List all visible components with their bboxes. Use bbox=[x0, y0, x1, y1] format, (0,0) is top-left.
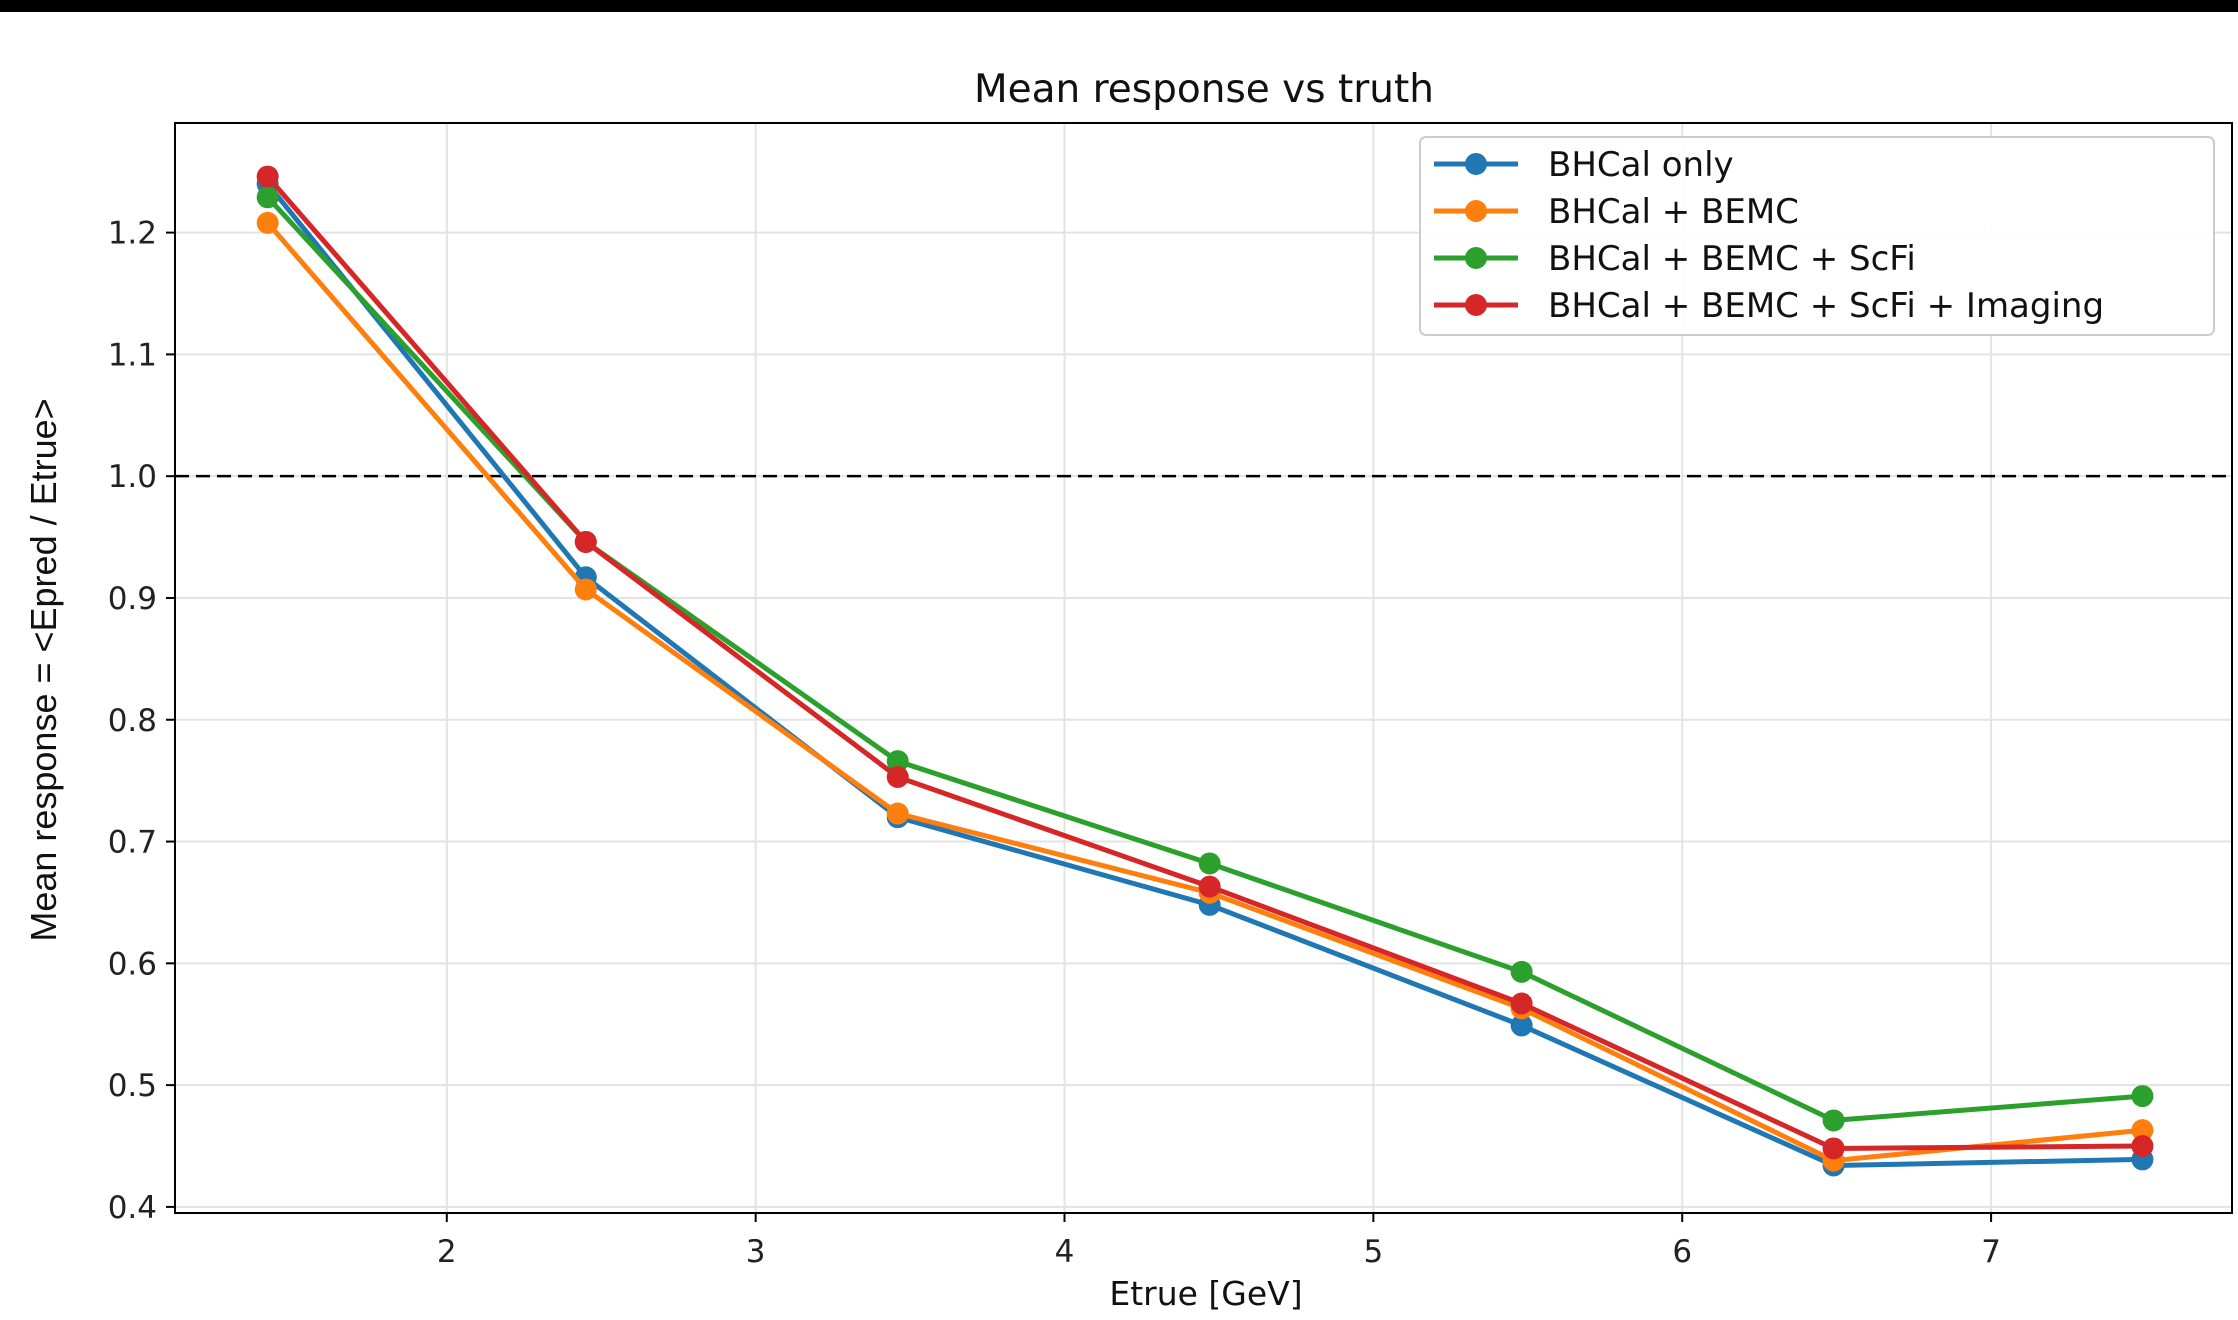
chart-title: Mean response vs truth bbox=[974, 67, 1434, 112]
series-layer bbox=[256, 165, 2154, 1177]
legend-swatch-marker bbox=[1465, 200, 1487, 222]
x-tick-label: 4 bbox=[1055, 1234, 1075, 1270]
data-point bbox=[256, 211, 279, 234]
data-point bbox=[1822, 1137, 1845, 1160]
legend-swatch-marker bbox=[1465, 247, 1487, 269]
legend-label: BHCal only bbox=[1548, 145, 1734, 185]
data-point bbox=[574, 530, 597, 553]
series-4 bbox=[256, 165, 2154, 1160]
legend-label: BHCal + BEMC bbox=[1548, 192, 1799, 232]
data-point bbox=[886, 750, 909, 773]
x-tick-label: 6 bbox=[1672, 1234, 1692, 1270]
x-axis: 2 3 4 5 6 7 bbox=[437, 1213, 2001, 1270]
y-tick-label: 1.0 bbox=[108, 459, 157, 495]
y-axis: 0.4 0.5 0.6 0.7 0.8 0.9 1.0 1.1 1.2 bbox=[108, 216, 175, 1226]
series-2 bbox=[256, 211, 2154, 1172]
y-axis-label: Mean response = <Epred / Etrue> bbox=[23, 398, 64, 941]
y-tick-label: 0.5 bbox=[108, 1068, 157, 1104]
x-axis-label: Etrue [GeV] bbox=[1109, 1274, 1302, 1313]
x-tick-label: 2 bbox=[437, 1234, 457, 1270]
y-tick-label: 1.1 bbox=[108, 337, 157, 373]
top-border-bar bbox=[0, 0, 2238, 12]
y-tick-label: 0.9 bbox=[108, 581, 157, 617]
x-tick-label: 7 bbox=[1981, 1234, 2001, 1270]
data-point bbox=[1510, 960, 1533, 983]
legend-swatch-marker bbox=[1465, 153, 1487, 175]
legend-label: BHCal + BEMC + ScFi + Imaging bbox=[1548, 286, 2104, 326]
legend-label: BHCal + BEMC + ScFi bbox=[1548, 239, 1916, 279]
series-line bbox=[265, 220, 2145, 1164]
x-tick-label: 5 bbox=[1364, 1234, 1384, 1270]
data-point bbox=[2131, 1119, 2154, 1142]
data-point bbox=[1822, 1109, 1845, 1132]
legend-item: BHCal only bbox=[1434, 145, 1734, 185]
data-point bbox=[256, 186, 279, 209]
y-tick-label: 1.2 bbox=[108, 216, 157, 252]
data-point bbox=[1510, 992, 1533, 1015]
data-point bbox=[2131, 1085, 2154, 1108]
x-tick-label: 3 bbox=[746, 1234, 766, 1270]
data-point bbox=[256, 165, 279, 188]
data-point bbox=[574, 578, 597, 601]
plot-frame bbox=[174, 122, 2233, 1214]
legend: BHCal only BHCal + BEMC BHCal + BEMC + ScF… bbox=[1419, 136, 2215, 336]
y-tick-label: 0.6 bbox=[108, 946, 157, 982]
data-point bbox=[1198, 875, 1221, 898]
data-point bbox=[2131, 1135, 2154, 1158]
legend-item: BHCal + BEMC + ScFi + Imaging bbox=[1434, 286, 2104, 326]
data-point bbox=[1198, 852, 1221, 875]
y-tick-label: 0.8 bbox=[108, 703, 157, 739]
data-point bbox=[886, 802, 909, 825]
data-point bbox=[1510, 1014, 1533, 1037]
legend-item: BHCal + BEMC + ScFi bbox=[1434, 239, 1916, 279]
legend-box bbox=[1419, 136, 2215, 336]
data-point bbox=[886, 766, 909, 788]
y-tick-label: 0.4 bbox=[108, 1190, 157, 1226]
y-tick-label: 0.7 bbox=[108, 825, 157, 861]
legend-swatch-marker bbox=[1465, 294, 1487, 316]
legend-item: BHCal + BEMC bbox=[1434, 192, 1799, 232]
